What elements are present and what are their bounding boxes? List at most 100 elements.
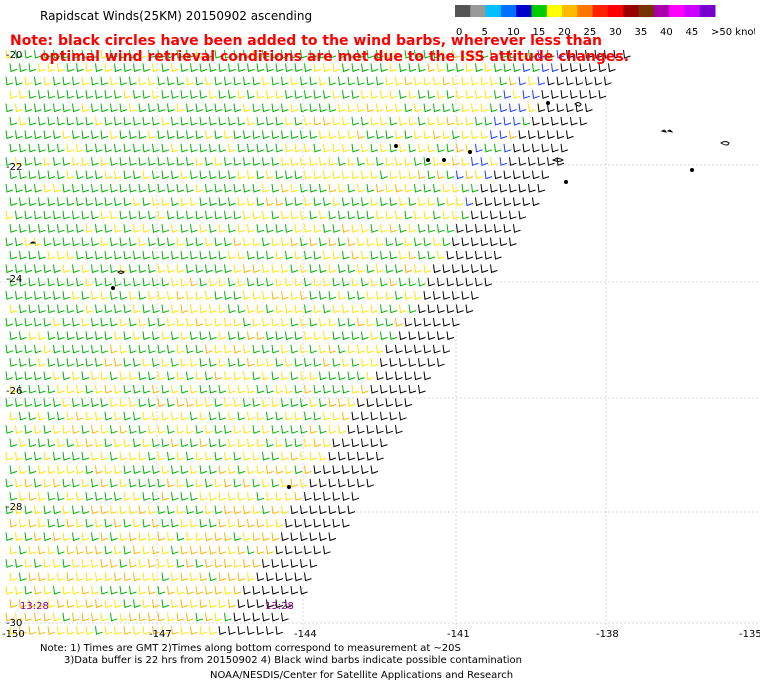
wind-barb bbox=[281, 183, 289, 193]
wind-barb bbox=[266, 170, 274, 180]
wind-barb bbox=[81, 210, 90, 220]
wind-barb bbox=[290, 291, 299, 300]
wind-barb bbox=[62, 612, 71, 622]
wind-barb bbox=[142, 170, 151, 180]
wind-barb bbox=[328, 130, 337, 140]
wind-barb bbox=[95, 358, 103, 367]
wind-barb bbox=[171, 572, 179, 582]
wind-barb bbox=[123, 90, 132, 99]
wind-barb bbox=[385, 425, 394, 434]
wind-barb bbox=[347, 317, 356, 327]
wind-barb bbox=[148, 478, 156, 488]
wind-barb bbox=[199, 358, 208, 367]
wind-barb bbox=[300, 210, 308, 220]
wind-barb bbox=[313, 143, 322, 153]
wind-barb bbox=[15, 317, 23, 327]
wind-barb bbox=[38, 358, 46, 367]
wind-barb bbox=[294, 492, 303, 501]
wind-barb bbox=[446, 170, 455, 180]
wind-barb bbox=[205, 398, 213, 408]
wind-barb bbox=[247, 143, 255, 153]
wind-barb bbox=[404, 103, 413, 113]
wind-barb bbox=[72, 130, 80, 140]
wind-barb bbox=[110, 532, 118, 542]
wind-barb bbox=[237, 331, 246, 341]
wind-barb bbox=[461, 291, 470, 300]
wind-barb bbox=[110, 505, 118, 515]
wind-barb bbox=[15, 371, 23, 381]
wind-barb bbox=[437, 358, 445, 367]
wind-barb bbox=[171, 384, 179, 394]
wind-barb bbox=[518, 76, 527, 86]
wind-barb bbox=[313, 63, 322, 73]
wind-barb bbox=[456, 143, 464, 153]
wind-barb bbox=[62, 210, 71, 220]
wind-barb bbox=[100, 237, 109, 247]
wind-barb bbox=[309, 317, 318, 327]
wind-barb bbox=[290, 532, 299, 542]
wind-barb bbox=[199, 411, 208, 421]
wind-barb bbox=[62, 585, 71, 595]
wind-barb bbox=[328, 157, 337, 166]
wind-barb bbox=[9, 518, 18, 528]
wind-barb bbox=[370, 116, 379, 126]
wind-barb bbox=[237, 599, 246, 609]
wind-barb bbox=[214, 505, 223, 515]
wind-barb bbox=[323, 304, 331, 314]
wind-barb bbox=[281, 505, 289, 515]
wind-barb bbox=[119, 451, 128, 461]
wind-barb bbox=[313, 331, 322, 341]
wind-barb bbox=[104, 143, 113, 153]
wind-barb bbox=[490, 183, 498, 193]
wind-barb bbox=[452, 130, 460, 140]
wind-barb bbox=[513, 197, 521, 207]
wind-barb bbox=[480, 49, 489, 59]
wind-barb bbox=[361, 63, 369, 73]
wind-barb bbox=[100, 585, 109, 595]
wind-barb bbox=[399, 304, 407, 314]
wind-barb bbox=[28, 197, 37, 207]
wind-barb bbox=[114, 384, 122, 394]
colorbar-swatch bbox=[653, 5, 670, 17]
wind-barb bbox=[100, 559, 109, 568]
wind-barb bbox=[28, 224, 37, 233]
wind-barb bbox=[338, 183, 346, 193]
wind-barb bbox=[19, 492, 27, 501]
wind-barb bbox=[281, 559, 289, 568]
wind-barb bbox=[66, 224, 75, 233]
wind-barb bbox=[551, 143, 559, 153]
wind-barb bbox=[119, 371, 128, 381]
wind-barb bbox=[95, 572, 103, 582]
wind-barb bbox=[119, 210, 128, 220]
wind-barb bbox=[72, 559, 80, 568]
wind-barb bbox=[442, 103, 451, 113]
wind-barb bbox=[285, 572, 293, 582]
wind-barb bbox=[186, 344, 194, 354]
wind-barb bbox=[237, 197, 246, 207]
wind-barb bbox=[195, 559, 204, 568]
wind-barb bbox=[376, 183, 384, 193]
wind-barb bbox=[214, 291, 223, 300]
wind-barb bbox=[361, 358, 369, 367]
wind-barb bbox=[541, 63, 550, 73]
wind-barb bbox=[5, 559, 14, 568]
wind-barb bbox=[148, 264, 156, 274]
wind-barb bbox=[551, 90, 559, 99]
wind-barb bbox=[247, 411, 255, 421]
wind-barb bbox=[281, 371, 289, 381]
wind-barb bbox=[247, 518, 255, 528]
wind-barb bbox=[91, 478, 99, 488]
wind-barb bbox=[57, 170, 65, 180]
wind-barb bbox=[176, 585, 185, 595]
wind-barb bbox=[347, 264, 356, 274]
wind-barb bbox=[243, 398, 251, 408]
wind-barb bbox=[404, 264, 413, 274]
wind-barb bbox=[347, 76, 356, 86]
wind-barb bbox=[133, 545, 141, 555]
wind-barb bbox=[157, 183, 166, 193]
wind-barb bbox=[186, 237, 194, 247]
wind-barb bbox=[34, 398, 42, 408]
wind-barb bbox=[138, 264, 147, 274]
lat-label: -26 bbox=[6, 386, 23, 397]
wind-barb bbox=[199, 465, 208, 475]
